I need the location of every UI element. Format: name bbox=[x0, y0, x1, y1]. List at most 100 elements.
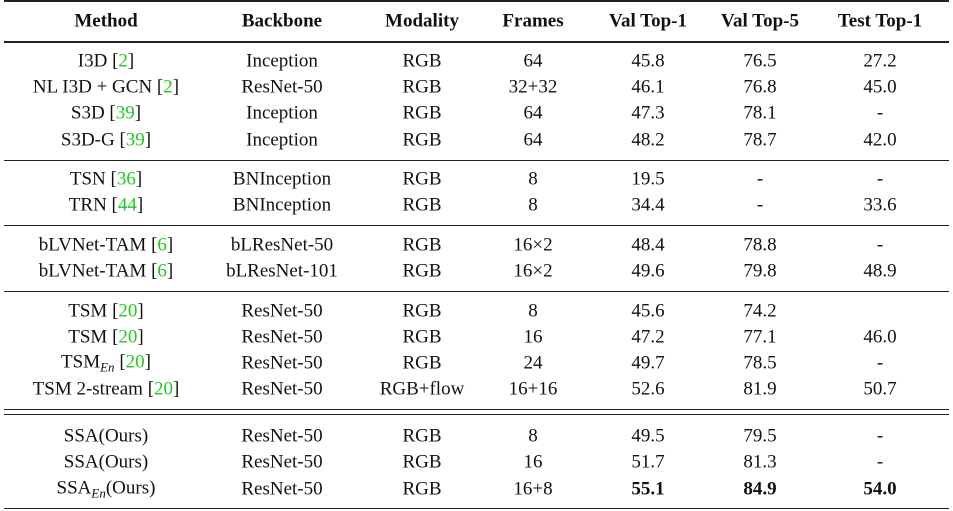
table-cell: 55.1 bbox=[631, 478, 665, 499]
table-cell: 8 bbox=[528, 194, 538, 216]
table-cell: RGB bbox=[402, 168, 442, 190]
table-cell: - bbox=[876, 234, 884, 256]
method-cell: S3D [39] bbox=[71, 104, 141, 123]
subscript: En bbox=[100, 359, 115, 375]
text: TSM [ bbox=[68, 300, 119, 321]
table-cell: 8 bbox=[528, 425, 538, 447]
table-cell: RGB bbox=[402, 451, 442, 473]
table-cell: RGB bbox=[402, 76, 442, 98]
table-cell: 52.6 bbox=[631, 378, 665, 400]
table-cell: 77.1 bbox=[743, 326, 777, 348]
table-cell: 47.2 bbox=[631, 326, 665, 348]
table-cell: bLResNet-50 bbox=[230, 234, 334, 256]
table-cell: RGB bbox=[402, 326, 442, 348]
table-cell: 78.8 bbox=[743, 234, 777, 256]
table-cell: 51.7 bbox=[631, 451, 665, 473]
table-cell: 79.8 bbox=[743, 260, 777, 282]
text: ] bbox=[173, 378, 180, 400]
column-header: Frames bbox=[502, 10, 564, 32]
table-cell: RGB bbox=[402, 102, 442, 124]
citation: 2 bbox=[163, 76, 173, 98]
table-cell: 45.6 bbox=[631, 300, 665, 321]
citation: 39 bbox=[125, 129, 145, 151]
method-cell: TSMEn [20] bbox=[61, 352, 151, 373]
table-cell: 64 bbox=[523, 102, 543, 124]
text: SSA(Ours) bbox=[63, 451, 149, 473]
table-cell: RGB bbox=[402, 425, 442, 447]
table-cell: 76.5 bbox=[743, 50, 777, 72]
citation: 2 bbox=[118, 50, 128, 72]
table-cell: 46.0 bbox=[863, 326, 897, 348]
method-cell: bLVNet-TAM [6] bbox=[39, 235, 173, 254]
citation: 20 bbox=[118, 300, 138, 321]
table-cell: - bbox=[756, 168, 764, 190]
table-cell: 42.0 bbox=[863, 129, 897, 151]
table-cell: 19.5 bbox=[631, 168, 665, 190]
table-cell: 46.1 bbox=[631, 76, 665, 98]
text: SSA(Ours) bbox=[63, 425, 149, 447]
column-header: Method bbox=[74, 10, 138, 32]
table-cell: 84.9 bbox=[743, 478, 777, 499]
table-cell: 16 bbox=[523, 451, 543, 473]
table-cell: Inception bbox=[246, 129, 318, 151]
table-cell: 27.2 bbox=[863, 50, 897, 72]
table-cell: BNInception bbox=[232, 194, 332, 216]
text: TSM [ bbox=[68, 326, 119, 348]
table-cell: 79.5 bbox=[743, 425, 777, 447]
table-cell: ResNet-50 bbox=[241, 300, 323, 321]
table-cell: 16×2 bbox=[513, 260, 553, 282]
table-cell: 49.7 bbox=[631, 352, 665, 374]
table-cell: RGB bbox=[402, 194, 442, 216]
table-cell: 48.4 bbox=[631, 234, 665, 256]
table-cell: 33.6 bbox=[863, 194, 897, 216]
text: ] bbox=[172, 76, 180, 98]
table-cell: 34.4 bbox=[631, 194, 665, 216]
table-cell: 49.5 bbox=[631, 425, 665, 447]
text: [ bbox=[114, 351, 126, 373]
column-header: Backbone bbox=[241, 10, 323, 32]
citation: 39 bbox=[115, 102, 135, 124]
table-cell: 32+32 bbox=[508, 76, 558, 98]
table-cell: ResNet-50 bbox=[241, 451, 323, 473]
method-cell: TSN [36] bbox=[70, 170, 142, 189]
text: TRN [ bbox=[68, 194, 118, 216]
table-cell: 78.5 bbox=[743, 352, 777, 374]
citation: 36 bbox=[116, 168, 136, 190]
text: (Ours) bbox=[105, 477, 156, 498]
table-cell: 45.8 bbox=[631, 50, 665, 72]
table-cell: ResNet-50 bbox=[241, 352, 323, 374]
citation: 6 bbox=[157, 234, 167, 256]
text: S3D-G [ bbox=[60, 129, 126, 151]
method-cell: SSA(Ours) bbox=[64, 453, 148, 472]
method-cell: SSAEn(Ours) bbox=[57, 478, 156, 499]
table-cell: 54.0 bbox=[863, 478, 897, 499]
text: NL I3D + GCN [ bbox=[32, 76, 164, 98]
table-cell: 76.8 bbox=[743, 76, 777, 98]
citation: 20 bbox=[154, 378, 174, 400]
table-cell: - bbox=[876, 425, 884, 447]
table-cell: BNInception bbox=[232, 168, 332, 190]
text: ] bbox=[127, 50, 135, 72]
table-cell: 47.3 bbox=[631, 102, 665, 124]
table-cell: 48.2 bbox=[631, 129, 665, 151]
text: SSA bbox=[56, 477, 92, 498]
table-cell: 64 bbox=[523, 129, 543, 151]
table-cell: 74.2 bbox=[743, 300, 777, 321]
method-cell: TSM [20] bbox=[68, 301, 143, 320]
method-cell: SSA(Ours) bbox=[64, 427, 148, 446]
rule bbox=[4, 507, 949, 509]
rule bbox=[4, 159, 949, 161]
method-cell: TRN [44] bbox=[69, 196, 143, 215]
table-cell: RGB bbox=[402, 234, 442, 256]
rule bbox=[4, 409, 949, 411]
table-cell: RGB bbox=[402, 260, 442, 282]
table-cell: 16+16 bbox=[508, 378, 558, 400]
table-cell: ResNet-50 bbox=[241, 378, 323, 400]
method-cell: bLVNet-TAM [6] bbox=[39, 262, 173, 281]
table-cell: - bbox=[876, 451, 884, 473]
table-cell: 49.6 bbox=[631, 260, 665, 282]
text: ] bbox=[136, 194, 144, 216]
text: bLVNet-TAM [ bbox=[38, 260, 158, 282]
citation: 20 bbox=[118, 326, 138, 348]
rule bbox=[4, 0, 949, 2]
